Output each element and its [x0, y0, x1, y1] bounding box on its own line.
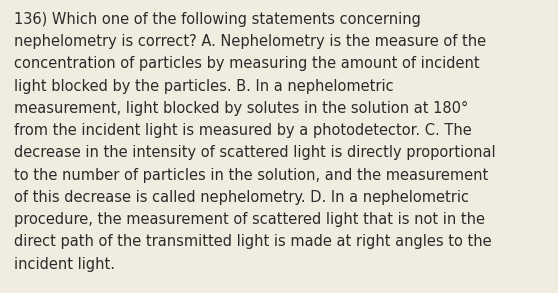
Text: incident light.: incident light. — [14, 257, 115, 272]
Text: nephelometry is correct? A. Nephelometry is the measure of the: nephelometry is correct? A. Nephelometry… — [14, 34, 486, 49]
Text: measurement, light blocked by solutes in the solution at 180°: measurement, light blocked by solutes in… — [14, 101, 468, 116]
Text: procedure, the measurement of scattered light that is not in the: procedure, the measurement of scattered … — [14, 212, 485, 227]
Text: to the number of particles in the solution, and the measurement: to the number of particles in the soluti… — [14, 168, 488, 183]
Text: 136) Which one of the following statements concerning: 136) Which one of the following statemen… — [14, 12, 421, 27]
Text: of this decrease is called nephelometry. D. In a nephelometric: of this decrease is called nephelometry.… — [14, 190, 469, 205]
Text: light blocked by the particles. B. In a nephelometric: light blocked by the particles. B. In a … — [14, 79, 393, 93]
Text: concentration of particles by measuring the amount of incident: concentration of particles by measuring … — [14, 56, 479, 71]
Text: from the incident light is measured by a photodetector. C. The: from the incident light is measured by a… — [14, 123, 472, 138]
Text: decrease in the intensity of scattered light is directly proportional: decrease in the intensity of scattered l… — [14, 145, 496, 160]
Text: direct path of the transmitted light is made at right angles to the: direct path of the transmitted light is … — [14, 234, 492, 249]
